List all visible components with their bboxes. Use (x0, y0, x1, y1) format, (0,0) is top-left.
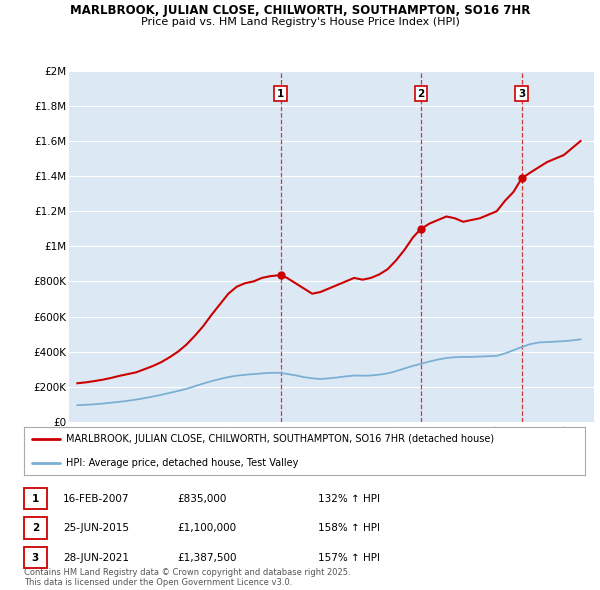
Text: 2: 2 (417, 88, 425, 99)
Text: MARLBROOK, JULIAN CLOSE, CHILWORTH, SOUTHAMPTON, SO16 7HR (detached house): MARLBROOK, JULIAN CLOSE, CHILWORTH, SOUT… (66, 434, 494, 444)
Text: HPI: Average price, detached house, Test Valley: HPI: Average price, detached house, Test… (66, 458, 298, 468)
Text: Price paid vs. HM Land Registry's House Price Index (HPI): Price paid vs. HM Land Registry's House … (140, 17, 460, 27)
Text: £835,000: £835,000 (177, 494, 226, 503)
Text: 1: 1 (277, 88, 284, 99)
Text: 158% ↑ HPI: 158% ↑ HPI (318, 523, 380, 533)
Text: 28-JUN-2021: 28-JUN-2021 (63, 553, 129, 562)
Text: 157% ↑ HPI: 157% ↑ HPI (318, 553, 380, 562)
Text: 1: 1 (32, 494, 39, 503)
Text: 3: 3 (32, 553, 39, 562)
Text: Contains HM Land Registry data © Crown copyright and database right 2025.
This d: Contains HM Land Registry data © Crown c… (24, 568, 350, 587)
Text: 16-FEB-2007: 16-FEB-2007 (63, 494, 130, 503)
Text: £1,387,500: £1,387,500 (177, 553, 236, 562)
Text: 132% ↑ HPI: 132% ↑ HPI (318, 494, 380, 503)
Text: 3: 3 (518, 88, 526, 99)
Text: 25-JUN-2015: 25-JUN-2015 (63, 523, 129, 533)
Text: 2: 2 (32, 523, 39, 533)
Text: MARLBROOK, JULIAN CLOSE, CHILWORTH, SOUTHAMPTON, SO16 7HR: MARLBROOK, JULIAN CLOSE, CHILWORTH, SOUT… (70, 4, 530, 17)
Text: £1,100,000: £1,100,000 (177, 523, 236, 533)
